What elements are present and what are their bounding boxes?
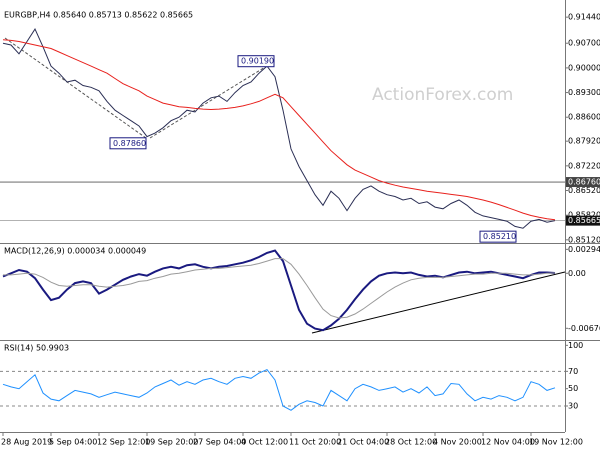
price-level-box (566, 215, 600, 226)
y-tick-label: 0.91440 (568, 13, 600, 22)
series-line (2, 39, 556, 221)
annotation-label: 0.90190 (241, 57, 274, 66)
x-tick-label: 19 Nov 12:00 (529, 438, 583, 447)
y-tick-label: 0.85120 (568, 235, 600, 244)
annotation-box (109, 137, 147, 150)
x-tick-label: 28 Aug 2019 (1, 438, 52, 447)
x-tick-label: 12 Sep 12:00 (97, 438, 150, 447)
y-tick-label: -0.006761 (568, 324, 600, 333)
y-tick-label: 0.90700 (568, 39, 600, 48)
x-tick-label: 19 Sep 20:00 (145, 438, 198, 447)
y-tick-label: 0.90000 (568, 63, 600, 72)
macd-trend-line (311, 271, 566, 334)
series-line (2, 28, 556, 229)
price-level-label: 0.85665 (568, 216, 600, 225)
annotation-label: 0.87860 (113, 139, 146, 148)
x-tick-label: 4 Nov 20:00 (433, 438, 482, 447)
y-tick-label: 30 (568, 402, 578, 411)
panel-title: EURGBP,H4 0.85640 0.85713 0.85622 0.8566… (4, 11, 193, 20)
x-tick-label: 27 Sep 04:00 (193, 438, 246, 447)
annotation-label: 0.85210 (483, 232, 516, 241)
x-tick-label: 4 Oct 12:00 (241, 438, 288, 447)
y-tick-label: 0.88600 (568, 113, 600, 122)
x-tick-label: 28 Oct 12:00 (385, 438, 437, 447)
y-tick-label: 50 (568, 384, 578, 393)
y-tick-label: 0.87920 (568, 137, 600, 146)
x-tick-label: 5 Sep 04:00 (49, 438, 97, 447)
y-tick-label: 0.85820 (568, 211, 600, 220)
trend-line (149, 63, 271, 139)
x-tick-label: 21 Oct 04:00 (337, 438, 389, 447)
series-line (3, 258, 556, 319)
panel-title: MACD(12,26,9) 0.000034 0.000049 (4, 247, 146, 256)
y-tick-label: 100 (568, 341, 583, 350)
series-line (2, 249, 556, 332)
price-level-box (566, 177, 600, 188)
price-level-label: 0.86760 (568, 178, 600, 187)
y-tick-label: 0.002942 (568, 245, 600, 254)
trend-line (4, 37, 147, 139)
panel-title: RSI(14) 50.9903 (4, 344, 69, 353)
y-tick-label: 70 (568, 367, 578, 376)
y-tick-label: 0.87220 (568, 161, 600, 170)
annotation-box (237, 55, 275, 68)
y-tick-label: 0.89300 (568, 88, 600, 97)
x-tick-label: 11 Oct 20:00 (289, 438, 341, 447)
y-tick-label: 0.00 (568, 269, 586, 278)
watermark: ActionForex.com (372, 85, 513, 105)
annotation-box (479, 230, 517, 243)
y-tick-label: 0.86520 (568, 186, 600, 195)
x-tick-label: 12 Nov 04:00 (481, 438, 535, 447)
series-line (2, 368, 556, 411)
